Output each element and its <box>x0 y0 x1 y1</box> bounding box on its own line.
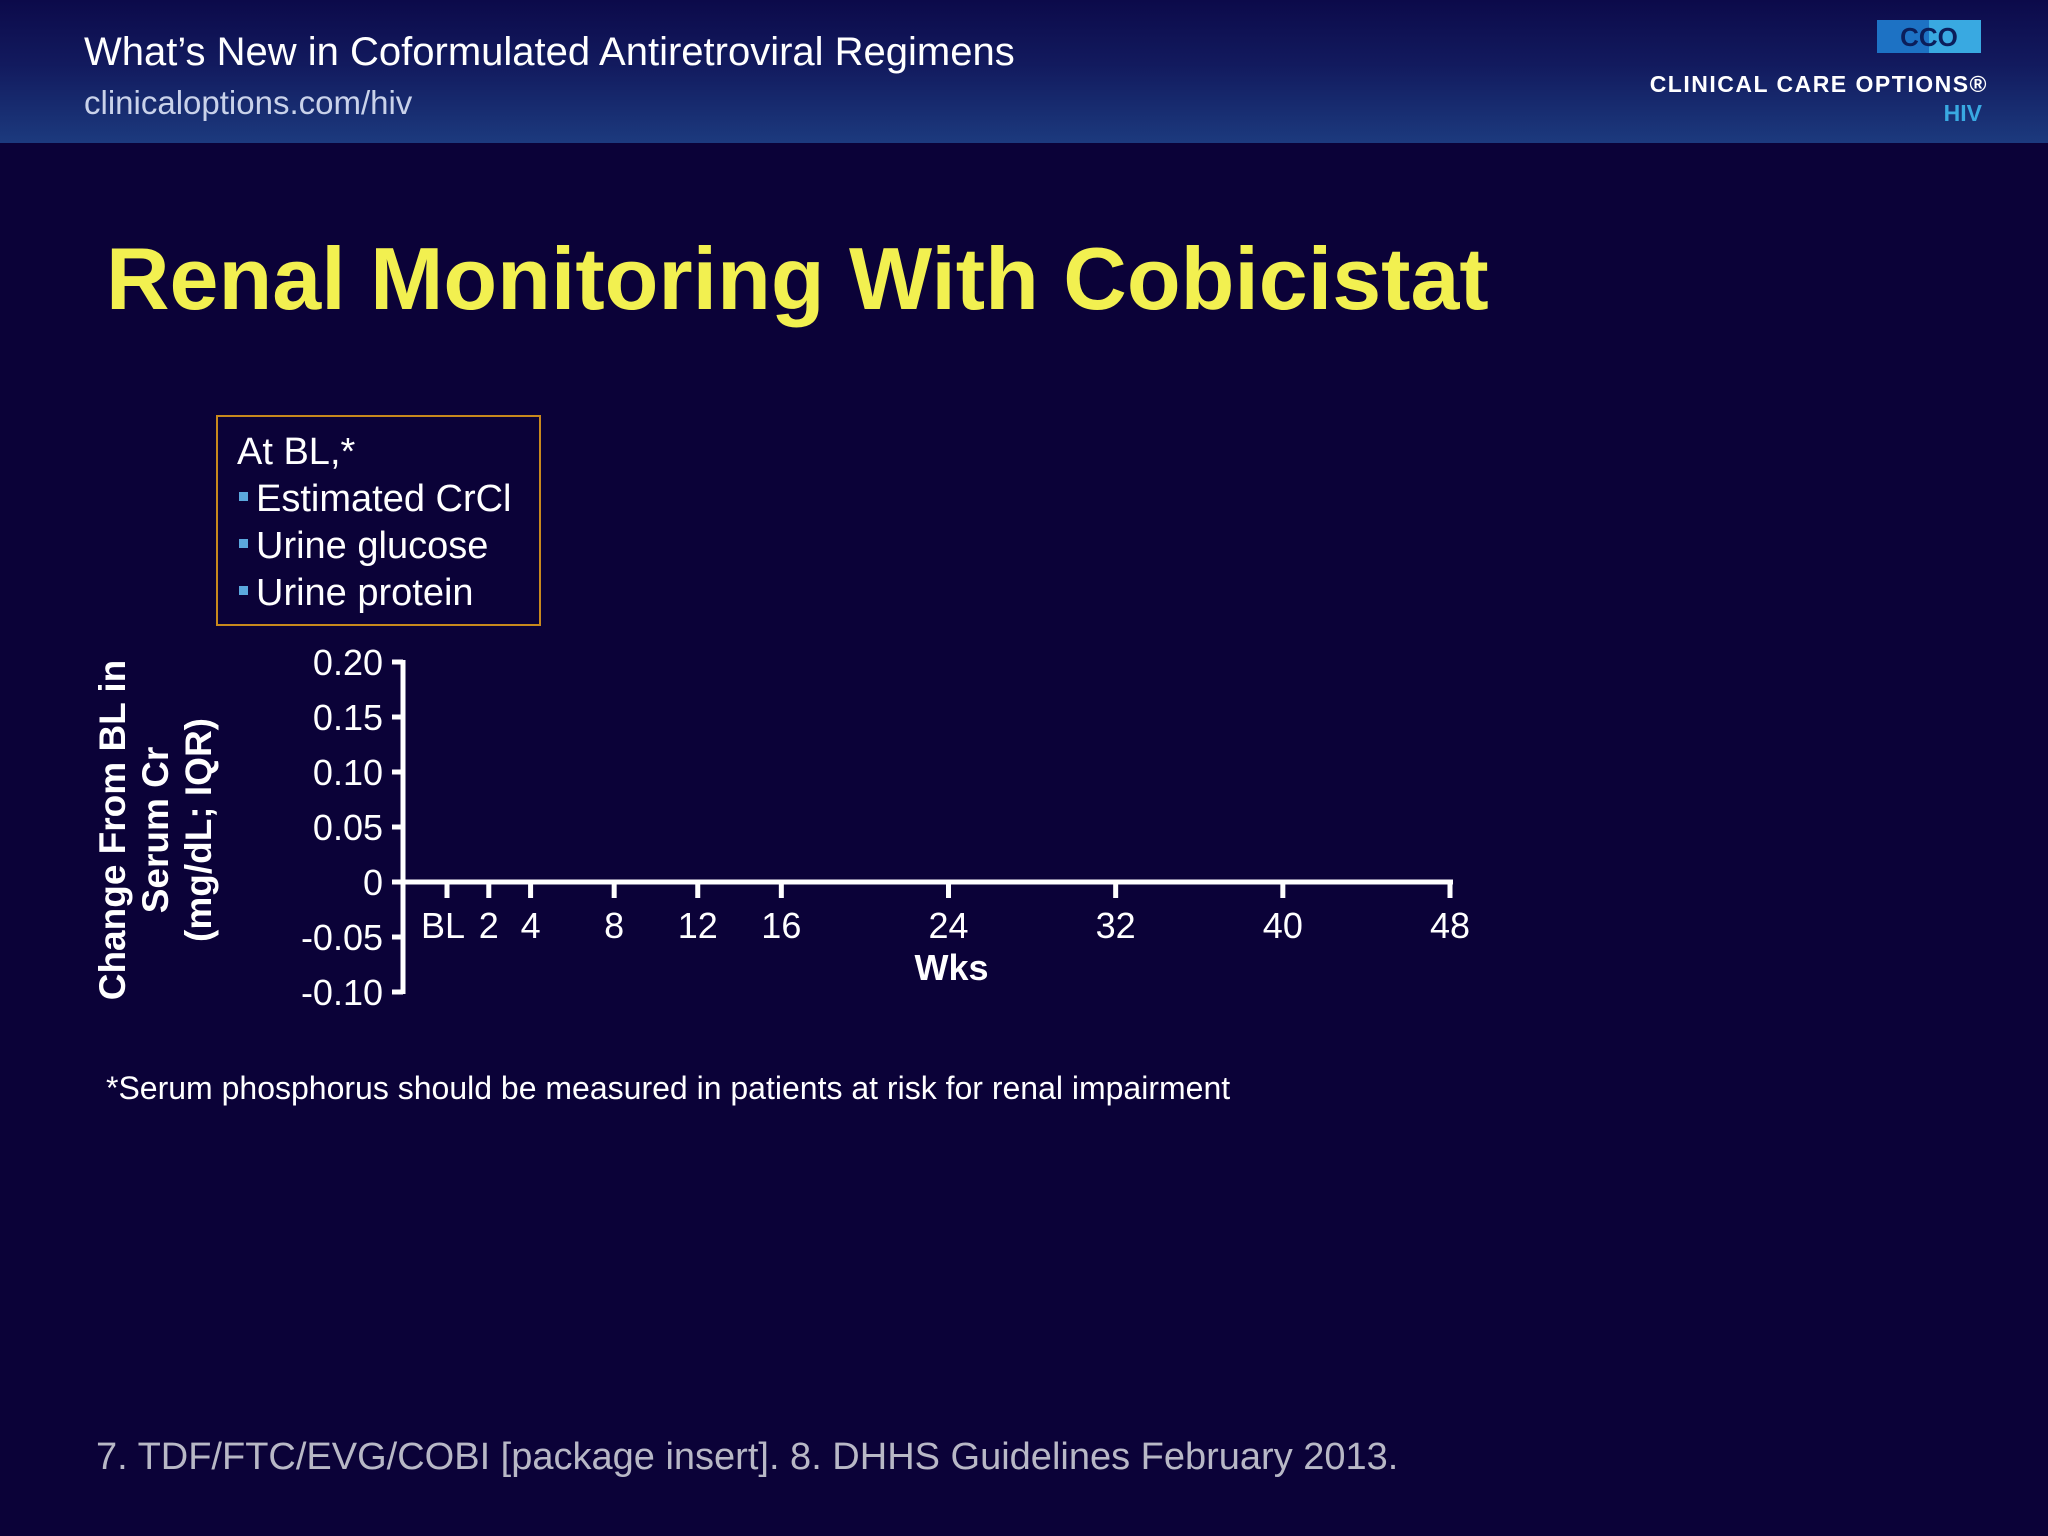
citation: 7. TDF/FTC/EVG/COBI [package insert]. 8.… <box>96 1436 1399 1478</box>
x-tick-label: 8 <box>604 905 624 946</box>
box-item: Urine protein <box>237 570 539 617</box>
box-item: Urine glucose <box>237 523 539 570</box>
y-tick-label: 0.05 <box>313 807 383 848</box>
box-item: Estimated CrCl <box>237 476 539 523</box>
footnote: *Serum phosphorus should be measured in … <box>106 1070 1231 1106</box>
y-tick-label: 0.15 <box>313 697 383 738</box>
y-axis-ticks: 0.20 0.15 0.10 0.05 0 -0.05 -0.10 <box>301 642 403 1013</box>
cco-logo-icon: CCO <box>1877 20 1981 53</box>
box-heading: At BL,* <box>237 431 356 473</box>
y-tick-label: -0.10 <box>301 972 383 1013</box>
box-item-label: Urine glucose <box>256 525 489 567</box>
x-tick-label: 2 <box>479 905 499 946</box>
header-title: What’s New in Coformulated Antiretrovira… <box>84 30 1015 74</box>
logo-mark-text: CCO <box>1900 22 1958 52</box>
x-tick-label: BL <box>421 905 465 946</box>
slide-header: What’s New in Coformulated Antiretrovira… <box>0 0 2048 143</box>
square-bullet-icon <box>239 539 248 548</box>
y-axis-label-line: Serum Cr <box>135 747 176 914</box>
x-tick-label: 12 <box>678 905 718 946</box>
y-tick-label: 0 <box>363 862 383 903</box>
y-tick-label: 0.10 <box>313 752 383 793</box>
x-tick-label: 24 <box>928 905 968 946</box>
serum-cr-chart: Change From BL inSerum Cr(mg/dL; IQR) 0.… <box>92 642 1470 1013</box>
slide-title: Renal Monitoring With Cobicistat <box>106 229 1489 328</box>
x-tick-label: 4 <box>521 905 541 946</box>
square-bullet-icon <box>239 586 248 595</box>
logo-text: CLINICAL CARE OPTIONS® <box>1649 71 1988 97</box>
x-tick-label: 32 <box>1096 905 1136 946</box>
box-item-label: Urine protein <box>256 572 474 614</box>
y-axis-label: Change From BL inSerum Cr(mg/dL; IQR) <box>92 660 219 1001</box>
x-tick-label: 16 <box>761 905 801 946</box>
y-tick-label: 0.20 <box>313 642 383 683</box>
y-tick-label: -0.05 <box>301 917 383 958</box>
x-tick-label: 48 <box>1430 905 1470 946</box>
box-item-label: Estimated CrCl <box>256 478 512 520</box>
header-url[interactable]: clinicaloptions.com/hiv <box>84 84 413 121</box>
x-axis-label: Wks <box>914 947 988 988</box>
y-axis-label-line: (mg/dL; IQR) <box>178 718 219 942</box>
x-tick-label: 40 <box>1263 905 1303 946</box>
square-bullet-icon <box>239 492 248 501</box>
y-axis-label-line: Change From BL in <box>92 660 133 1001</box>
baseline-monitoring-box: At BL,* Estimated CrCl Urine glucose Uri… <box>216 415 541 626</box>
x-axis-ticks: BL 2 4 8 12 16 24 32 40 48 <box>421 882 1470 946</box>
logo-subtext: HIV <box>1943 100 1982 126</box>
